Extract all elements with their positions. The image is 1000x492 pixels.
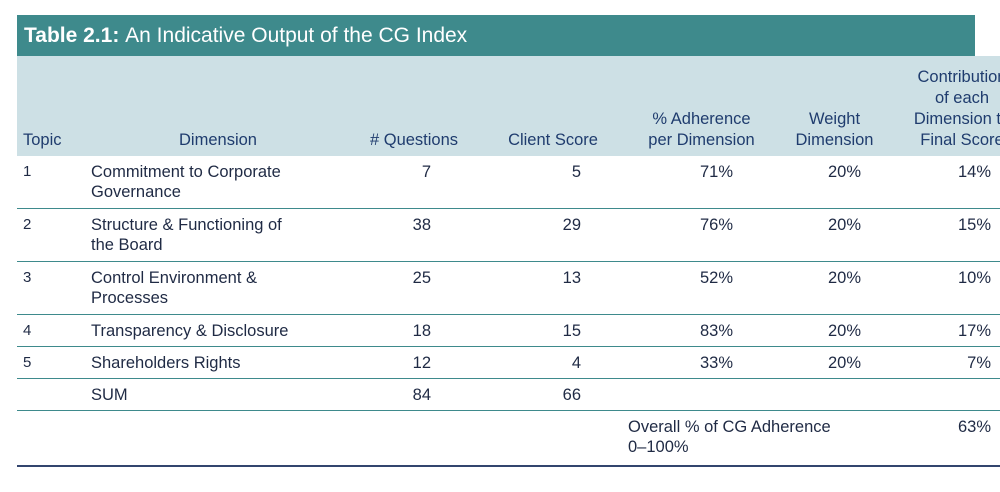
questions-cell: 18 bbox=[347, 314, 481, 347]
weight-cell: 20% bbox=[778, 261, 891, 315]
contribution-cell: 17% bbox=[891, 314, 1000, 347]
questions-cell: 7 bbox=[347, 156, 481, 209]
topic-cell: 2 bbox=[17, 208, 89, 262]
topic-cell: 5 bbox=[17, 346, 89, 379]
sum-row: SUM 84 66 bbox=[17, 378, 1000, 411]
table-row: 3 Control Environment & Processes 25 13 5… bbox=[17, 261, 1000, 315]
overall-empty-topic bbox=[17, 410, 89, 467]
dimension-cell: Commitment to Corporate Governance bbox=[89, 156, 347, 209]
overall-value: 63% bbox=[891, 410, 1000, 467]
weight-cell: 20% bbox=[778, 208, 891, 262]
dimension-line1: Control Environment & bbox=[91, 269, 257, 287]
questions-cell: 25 bbox=[347, 261, 481, 315]
sum-client-score: 66 bbox=[481, 378, 625, 411]
client-score-cell: 15 bbox=[481, 314, 625, 347]
client-score-cell: 4 bbox=[481, 346, 625, 379]
table-row: 5 Shareholders Rights 12 4 33% 20% 7% bbox=[17, 346, 1000, 379]
contribution-cell: 15% bbox=[891, 208, 1000, 262]
dimension-cell: Control Environment & Processes bbox=[89, 261, 347, 315]
overall-label-line1: Overall % of CG Adherence bbox=[628, 418, 831, 436]
sum-empty-contribution bbox=[891, 378, 1000, 411]
table-title: An Indicative Output of the CG Index bbox=[125, 23, 468, 47]
contribution-cell: 10% bbox=[891, 261, 1000, 315]
dimension-cell: Shareholders Rights bbox=[89, 346, 347, 379]
overall-empty-questions bbox=[347, 410, 481, 467]
adherence-cell: 33% bbox=[625, 346, 778, 379]
questions-cell: 12 bbox=[347, 346, 481, 379]
cg-index-table-figure: Table 2.1: An Indicative Output of the C… bbox=[17, 15, 1000, 467]
dimension-line2: Governance bbox=[91, 183, 181, 201]
header-adherence-line2: per Dimension bbox=[648, 131, 755, 149]
table-title-bar: Table 2.1: An Indicative Output of the C… bbox=[17, 15, 975, 56]
table-row: 2 Structure & Functioning of the Board 38… bbox=[17, 208, 1000, 262]
sum-topic-empty bbox=[17, 378, 89, 411]
overall-row: Overall % of CG Adherence 0–100% 63% bbox=[17, 410, 1000, 467]
sum-questions: 84 bbox=[347, 378, 481, 411]
client-score-cell: 5 bbox=[481, 156, 625, 209]
weight-cell: 20% bbox=[778, 346, 891, 379]
adherence-cell: 71% bbox=[625, 156, 778, 209]
table-row: 4 Transparency & Disclosure 18 15 83% 20… bbox=[17, 314, 1000, 347]
header-weight: Weight Dimension bbox=[778, 56, 891, 156]
weight-cell: 20% bbox=[778, 314, 891, 347]
dimension-line2: Processes bbox=[91, 289, 169, 307]
overall-label: Overall % of CG Adherence 0–100% bbox=[625, 410, 891, 467]
overall-empty-dimension bbox=[89, 410, 347, 467]
contribution-cell: 14% bbox=[891, 156, 1000, 209]
header-weight-line1: Weight bbox=[808, 110, 861, 128]
header-weight-line2: Dimension bbox=[795, 131, 874, 149]
weight-cell: 20% bbox=[778, 156, 891, 209]
header-contribution-line3: Dimension to bbox=[913, 110, 1000, 128]
adherence-cell: 76% bbox=[625, 208, 778, 262]
header-row: Topic Dimension # Questions Client Score… bbox=[17, 56, 1000, 156]
header-topic: Topic bbox=[23, 131, 62, 149]
client-score-cell: 13 bbox=[481, 261, 625, 315]
questions-cell: 38 bbox=[347, 208, 481, 262]
cg-index-table: Topic Dimension # Questions Client Score… bbox=[17, 56, 1000, 467]
sum-empty-weight bbox=[778, 378, 891, 411]
header-client-score: Client Score bbox=[508, 131, 598, 149]
header-adherence-line1: % Adherence bbox=[652, 110, 751, 128]
client-score-cell: 29 bbox=[481, 208, 625, 262]
dimension-line1: Structure & Functioning of bbox=[91, 216, 282, 234]
header-contribution-line1: Contribution bbox=[917, 68, 1000, 86]
header-contribution: Contribution of each Dimension to Final … bbox=[891, 56, 1000, 156]
overall-label-line2: 0–100% bbox=[628, 438, 689, 456]
adherence-cell: 52% bbox=[625, 261, 778, 315]
topic-cell: 3 bbox=[17, 261, 89, 315]
header-adherence: % Adherence per Dimension bbox=[625, 56, 778, 156]
overall-empty-client-score bbox=[481, 410, 625, 467]
header-contribution-line2: of each bbox=[934, 89, 990, 107]
topic-cell: 4 bbox=[17, 314, 89, 347]
adherence-cell: 83% bbox=[625, 314, 778, 347]
sum-empty-adherence bbox=[625, 378, 778, 411]
topic-cell: 1 bbox=[17, 156, 89, 209]
dimension-cell: Structure & Functioning of the Board bbox=[89, 208, 347, 262]
header-contribution-line4: Final Score bbox=[920, 131, 1000, 149]
table-row: 1 Commitment to Corporate Governance 7 5 … bbox=[17, 156, 1000, 209]
dimension-line1: Commitment to Corporate bbox=[91, 163, 281, 181]
sum-label: SUM bbox=[89, 378, 347, 411]
table-number-label: Table 2.1: bbox=[24, 23, 120, 47]
dimension-line2: the Board bbox=[91, 236, 163, 254]
contribution-cell: 7% bbox=[891, 346, 1000, 379]
header-questions: # Questions bbox=[369, 131, 459, 149]
header-dimension: Dimension bbox=[179, 131, 257, 149]
dimension-cell: Transparency & Disclosure bbox=[89, 314, 347, 347]
